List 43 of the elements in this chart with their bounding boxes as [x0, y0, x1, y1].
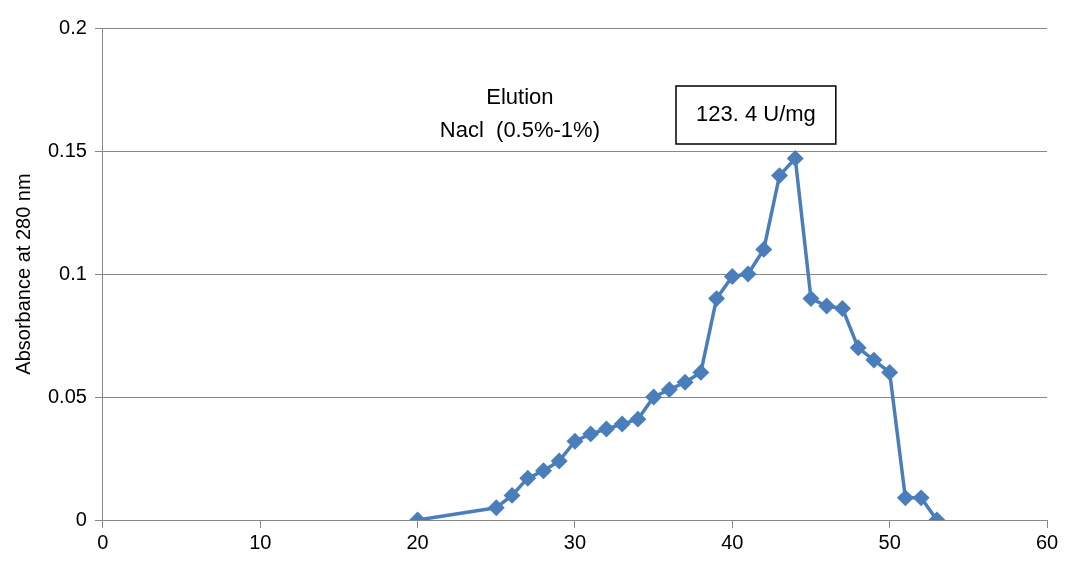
point [803, 290, 819, 307]
y-tick-label: 0.2 [59, 15, 87, 38]
y-axis-title: Absorbance at 280 nm [11, 173, 34, 375]
point [630, 411, 646, 427]
x-tick-label: 20 [406, 530, 429, 553]
point [866, 352, 882, 368]
annotation: Elution Nacl (0.5%-1%) [439, 84, 600, 143]
point [535, 463, 552, 479]
point [504, 487, 520, 504]
x-tick-label: 0 [97, 530, 109, 553]
point [850, 340, 866, 356]
point [567, 433, 583, 450]
point [756, 241, 772, 258]
point [787, 150, 803, 167]
point [488, 499, 505, 516]
point [614, 416, 630, 432]
point [881, 364, 898, 381]
point [582, 426, 599, 442]
point [897, 490, 914, 506]
point [740, 266, 756, 282]
y-tick-label: 0.05 [47, 384, 87, 407]
point [708, 290, 725, 307]
point [724, 268, 741, 285]
point [834, 300, 851, 317]
point [645, 389, 662, 405]
point [677, 374, 693, 390]
point [520, 470, 536, 486]
x-tick-label: 30 [563, 530, 587, 553]
x-tick-label: 10 [249, 530, 272, 553]
point [598, 421, 615, 437]
point [661, 381, 678, 398]
y-tick-label: 0 [75, 507, 87, 530]
x-tick-label: 60 [1035, 530, 1059, 553]
y-tick-label: 0.1 [59, 261, 87, 284]
y-tick-label: 0.15 [47, 138, 87, 161]
point [693, 364, 709, 381]
x-tick-label: 40 [721, 530, 744, 553]
point [551, 453, 567, 469]
x-tick-label: 50 [878, 530, 901, 553]
point [913, 490, 929, 506]
annotation: 123. 4 U/mg [695, 101, 816, 127]
point [771, 167, 788, 184]
point [818, 298, 835, 314]
